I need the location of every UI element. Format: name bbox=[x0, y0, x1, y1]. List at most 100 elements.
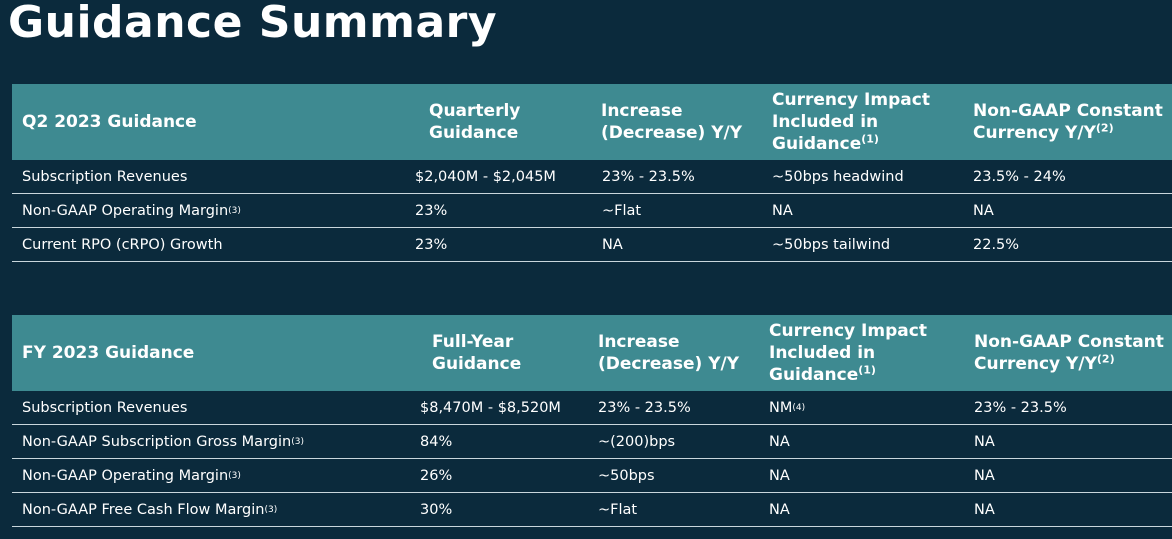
table-row: Subscription Revenues $8,470M - $8,520M 23… bbox=[12, 391, 1172, 425]
row-currency: NM (4) bbox=[769, 399, 806, 416]
row-constant-text: 23.5% - 24% bbox=[973, 168, 1066, 185]
row-guidance-text: 30% bbox=[420, 501, 453, 518]
fy-header-currency-note: (1) bbox=[858, 363, 876, 377]
row-label-text: Non-GAAP Subscription Gross Margin bbox=[22, 433, 292, 450]
row-currency: NA bbox=[772, 194, 793, 227]
fy-header-change: Increase (Decrease) Y/Y bbox=[598, 315, 758, 391]
fy-header-change-text: Increase (Decrease) Y/Y bbox=[598, 332, 740, 374]
row-currency-text: ~50bps headwind bbox=[772, 168, 904, 185]
table-row: Current RPO (cRPO) Growth 23% NA ~50bps tai… bbox=[12, 228, 1172, 262]
fy-header-guidance-text: Full-Year Guidance bbox=[432, 332, 522, 374]
q2-header-currency-text: Currency Impact Included in Guidance(1) bbox=[772, 89, 947, 155]
fy-header-currency-label: Currency Impact Included in Guidance bbox=[769, 321, 927, 385]
row-constant: 23.5% - 24% bbox=[973, 160, 1066, 193]
row-label: Non-GAAP Subscription Gross Margin (3) bbox=[22, 433, 304, 450]
row-label: Current RPO (cRPO) Growth bbox=[22, 228, 223, 261]
fy-header-constant-text: Non-GAAP Constant Currency Y/Y(2) bbox=[974, 331, 1169, 375]
fy-header-label: FY 2023 Guidance bbox=[22, 343, 195, 363]
row-currency: NA bbox=[769, 459, 790, 492]
table-row: Non-GAAP Subscription Gross Margin (3) 84%… bbox=[12, 425, 1172, 459]
row-currency: ~50bps headwind bbox=[772, 160, 904, 193]
row-label-text: Subscription Revenues bbox=[22, 168, 188, 185]
table-row: Non-GAAP Operating Margin (3) 23% ~Flat NA NA bbox=[12, 194, 1172, 228]
row-label: Subscription Revenues bbox=[22, 160, 187, 193]
q2-header-guidance: Quarterly Guidance bbox=[429, 84, 579, 160]
row-constant-text: NA bbox=[974, 467, 995, 484]
fy-header-currency: Currency Impact Included in Guidance(1) bbox=[769, 315, 944, 391]
q2-header-constant-note: (2) bbox=[1095, 121, 1114, 135]
row-change: ~(200)bps bbox=[598, 425, 675, 458]
fy-header-constant: Non-GAAP Constant Currency Y/Y(2) bbox=[974, 315, 1169, 391]
row-constant-text: NA bbox=[974, 433, 995, 450]
row-change: 23% - 23.5% bbox=[602, 160, 695, 193]
q2-table-body: Subscription Revenues $2,040M - $2,045M 23… bbox=[12, 160, 1172, 262]
row-change-text: ~(200)bps bbox=[598, 433, 676, 450]
row-guidance: 26% bbox=[420, 459, 452, 492]
q2-header-constant: Non-GAAP Constant Currency Y/Y(2) bbox=[973, 84, 1168, 160]
row-label: Non-GAAP Free Cash Flow Margin (3) bbox=[22, 501, 278, 518]
q2-header-change: Increase (Decrease) Y/Y bbox=[601, 84, 761, 160]
row-constant-text: NA bbox=[974, 501, 995, 518]
fy-guidance-table: FY 2023 Guidance Full-Year Guidance Incr… bbox=[12, 315, 1172, 527]
row-currency-text: NA bbox=[769, 467, 790, 484]
q2-header-currency: Currency Impact Included in Guidance(1) bbox=[772, 84, 947, 160]
table-row: Non-GAAP Operating Margin (3) 26% ~50bps NA N… bbox=[12, 459, 1172, 493]
row-constant: 23% - 23.5% bbox=[974, 391, 1067, 424]
row-constant: 22.5% bbox=[973, 228, 1019, 261]
fy-header-constant-note: (2) bbox=[1096, 352, 1115, 366]
row-label-text: Non-GAAP Free Cash Flow Margin bbox=[22, 501, 265, 518]
q2-header-constant-label: Non-GAAP Constant Currency Y/Y bbox=[973, 101, 1163, 143]
table-row: Non-GAAP Free Cash Flow Margin (3) 30% ~Fla… bbox=[12, 493, 1172, 527]
row-currency-text: NA bbox=[769, 501, 790, 518]
row-guidance-text: 84% bbox=[420, 433, 453, 450]
row-guidance: 84% bbox=[420, 425, 452, 458]
row-change: ~50bps bbox=[598, 459, 655, 492]
row-change: ~Flat bbox=[598, 493, 637, 526]
row-currency-text: ~50bps tailwind bbox=[772, 236, 891, 253]
row-change-text: NA bbox=[602, 236, 623, 253]
row-currency: NA bbox=[769, 493, 790, 526]
row-change-text: ~Flat bbox=[602, 202, 642, 219]
row-change: NA bbox=[602, 228, 623, 261]
row-change-text: ~50bps bbox=[598, 467, 655, 484]
row-constant-text: 22.5% bbox=[973, 236, 1020, 253]
row-guidance-text: 23% bbox=[415, 236, 448, 253]
row-guidance-text: 23% bbox=[415, 202, 448, 219]
row-label: Non-GAAP Operating Margin (3) bbox=[22, 202, 241, 219]
row-change-text: 23% - 23.5% bbox=[598, 399, 691, 416]
q2-header-guidance-text: Quarterly Guidance bbox=[429, 101, 521, 143]
row-constant: NA bbox=[974, 493, 995, 526]
fy-header-constant-label: Non-GAAP Constant Currency Y/Y bbox=[974, 332, 1164, 374]
row-change: ~Flat bbox=[602, 194, 641, 227]
row-label: Subscription Revenues bbox=[22, 391, 187, 424]
row-guidance: $2,040M - $2,045M bbox=[415, 160, 556, 193]
row-label-text: Current RPO (cRPO) Growth bbox=[22, 236, 223, 253]
row-constant: NA bbox=[973, 194, 994, 227]
fy-header-guidance: Full-Year Guidance bbox=[432, 315, 582, 391]
row-change-text: ~Flat bbox=[598, 501, 638, 518]
row-change-text: 23% - 23.5% bbox=[602, 168, 695, 185]
row-label: Non-GAAP Operating Margin (3) bbox=[22, 467, 241, 484]
row-label-text: Non-GAAP Operating Margin bbox=[22, 202, 229, 219]
row-guidance: 23% bbox=[415, 194, 447, 227]
row-guidance: 30% bbox=[420, 493, 452, 526]
row-label-text: Subscription Revenues bbox=[22, 399, 188, 416]
q2-header-label: Q2 2023 Guidance bbox=[22, 112, 197, 132]
row-guidance-text: $8,470M - $8,520M bbox=[420, 399, 561, 416]
table-row: Subscription Revenues $2,040M - $2,045M 23… bbox=[12, 160, 1172, 194]
row-label-text: Non-GAAP Operating Margin bbox=[22, 467, 229, 484]
row-currency-text: NA bbox=[772, 202, 793, 219]
row-currency-text: NM bbox=[769, 399, 793, 416]
row-constant: NA bbox=[974, 459, 995, 492]
row-guidance: $8,470M - $8,520M bbox=[420, 391, 561, 424]
page-title: Guidance Summary bbox=[8, 0, 498, 48]
row-constant: NA bbox=[974, 425, 995, 458]
row-guidance-text: 26% bbox=[420, 467, 453, 484]
fy-table-body: Subscription Revenues $8,470M - $8,520M 23… bbox=[12, 391, 1172, 527]
fy-header-currency-text: Currency Impact Included in Guidance(1) bbox=[769, 320, 944, 386]
row-change: 23% - 23.5% bbox=[598, 391, 691, 424]
q2-header-currency-label: Currency Impact Included in Guidance bbox=[772, 90, 930, 154]
row-constant-text: NA bbox=[973, 202, 994, 219]
fy-table-header: FY 2023 Guidance Full-Year Guidance Incr… bbox=[12, 315, 1172, 391]
row-currency-text: NA bbox=[769, 433, 790, 450]
